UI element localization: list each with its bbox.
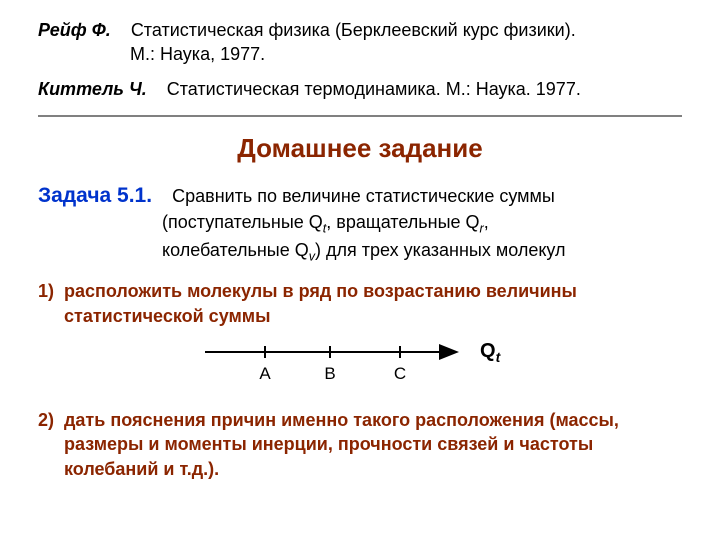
ref1-publisher: М.: Наука, 1977. <box>38 42 682 66</box>
problem-line2: (поступательные Qt, вращательные Qr, <box>38 210 682 238</box>
problem-line2-c: , <box>484 212 489 232</box>
problem-line3: колебательные Qv) для трех указанных мол… <box>38 238 682 266</box>
tick-label-a: A <box>259 364 270 384</box>
spacer <box>157 186 167 206</box>
item2-number: 2) <box>38 408 64 481</box>
axis-diagram: A B C Qt <box>38 342 682 394</box>
axis-label-text: Q <box>480 340 496 362</box>
problem-number: Задача 5.1. <box>38 184 152 207</box>
reference-2: Киттель Ч. Статистическая термодинамика.… <box>38 77 682 101</box>
tick-label-b: B <box>324 364 335 384</box>
item2-text: дать пояснения причин именно такого расп… <box>64 408 682 481</box>
list-item-1: 1) расположить молекулы в ряд по возраст… <box>38 279 682 328</box>
ref2-author: Киттель Ч. <box>38 79 147 99</box>
list-item-2: 2) дать пояснения причин именно такого р… <box>38 408 682 481</box>
homework-title: Домашнее задание <box>38 133 682 164</box>
axis-svg <box>205 342 475 366</box>
ref1-author: Рейф Ф. <box>38 20 111 40</box>
item1-text: расположить молекулы в ряд по возрастани… <box>64 279 682 328</box>
problem-line2-b: , вращательные Q <box>326 212 479 232</box>
spacer <box>152 79 162 99</box>
reference-1: Рейф Ф. Статистическая физика (Берклеевс… <box>38 18 682 67</box>
problem-line2-a: (поступательные Q <box>162 212 323 232</box>
problem-statement: Задача 5.1. Сравнить по величине статист… <box>38 182 682 266</box>
spacer <box>116 20 126 40</box>
number-line: A B C Qt <box>205 342 515 394</box>
ref2-title: Статистическая термодинамика. М.: Наука.… <box>167 79 581 99</box>
tick-label-c: C <box>394 364 406 384</box>
axis-label-sub: t <box>496 349 501 365</box>
page: Рейф Ф. Статистическая физика (Берклеевс… <box>0 0 720 481</box>
problem-line3-a: колебательные Q <box>162 240 309 260</box>
ref1-title: Статистическая физика (Берклеевский курс… <box>131 20 576 40</box>
item1-number: 1) <box>38 279 64 328</box>
problem-line1: Сравнить по величине статистические сумм… <box>172 186 555 206</box>
axis-end-label: Qt <box>480 340 500 365</box>
problem-line3-b: ) для трех указанных молекул <box>315 240 565 260</box>
divider-line <box>38 115 682 117</box>
